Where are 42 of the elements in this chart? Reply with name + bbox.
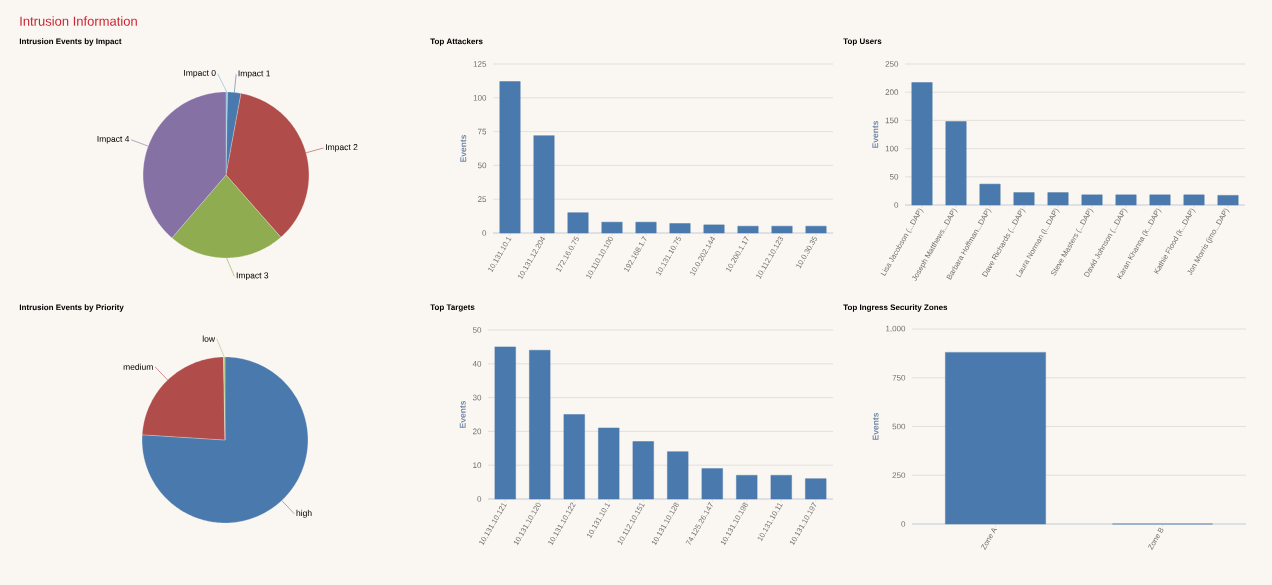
y-tick-label: 0 (901, 521, 906, 527)
chart-title: Top Targets (430, 304, 475, 312)
y-tick-label: 1,000 (886, 325, 906, 333)
slice-label: high (296, 509, 312, 518)
y-tick-label: 50 (477, 162, 487, 169)
y-tick-label: 750 (892, 374, 906, 381)
chart-title: Top Attackers (430, 38, 483, 46)
y-axis-title: Events (459, 400, 466, 428)
slice-label: low (202, 335, 216, 342)
y-tick-label: 0 (477, 496, 482, 502)
y-tick-label: 250 (885, 61, 899, 67)
y-axis-title: Events (460, 134, 467, 162)
y-tick-label: 40 (472, 360, 482, 367)
y-tick-label: 0 (894, 202, 899, 208)
y-axis-title: Events (872, 412, 879, 440)
y-tick-label: 100 (885, 145, 899, 152)
y-tick-label: 500 (892, 423, 906, 430)
y-tick-label: 200 (885, 89, 899, 96)
y-tick-label: 75 (477, 128, 487, 135)
y-tick-label: 25 (477, 196, 487, 203)
y-tick-label: 125 (473, 61, 487, 67)
y-tick-label: 50 (889, 173, 899, 180)
chart-title: Intrusion Events by Impact (19, 38, 122, 46)
y-tick-label: 20 (472, 428, 482, 435)
slice-label: Impact 1 (238, 70, 271, 79)
chart-title: Top Ingress Security Zones (843, 304, 948, 312)
slice-label: Impact 3 (236, 272, 269, 281)
text: Intrusion Information (20, 16, 137, 26)
y-tick-label: 30 (472, 394, 482, 401)
chart-title: Top Users (843, 38, 882, 46)
y-tick-label: 250 (892, 472, 906, 479)
slice-label: Impact 4 (97, 135, 130, 144)
chart-title: Intrusion Events by Priority (19, 304, 124, 312)
slice-label: Impact 0 (184, 69, 216, 78)
y-tick-label: 10 (473, 462, 482, 469)
slice-label: medium (123, 363, 153, 370)
slice-label: Impact 2 (326, 144, 358, 152)
y-tick-label: 100 (473, 94, 487, 101)
y-axis-title: Events (872, 120, 879, 148)
y-tick-label: 150 (885, 117, 899, 124)
y-tick-label: 0 (482, 230, 487, 236)
y-tick-label: 50 (472, 327, 482, 333)
